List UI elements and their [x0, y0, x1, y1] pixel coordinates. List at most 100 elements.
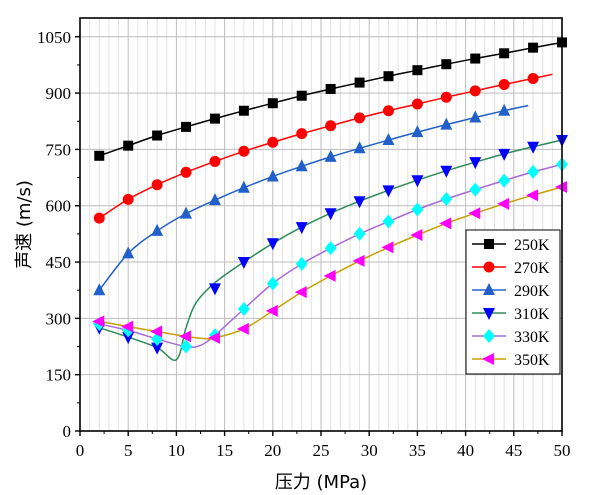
y-tick-label: 450	[46, 253, 72, 272]
data-point-310K	[122, 332, 135, 345]
data-point-270K	[440, 91, 452, 103]
x-tick-label: 40	[457, 441, 474, 460]
data-point-270K	[296, 128, 308, 140]
data-point-290K	[440, 117, 453, 130]
data-point-310K	[151, 342, 164, 355]
data-point-250K	[296, 90, 307, 101]
data-point-250K	[209, 113, 220, 124]
x-tick-label: 10	[168, 441, 185, 460]
data-point-350K	[352, 254, 365, 267]
x-tick-label: 25	[313, 441, 330, 460]
data-point-250K	[94, 150, 105, 161]
data-point-270K	[209, 155, 221, 167]
legend-label-290K: 290K	[514, 283, 550, 300]
data-point-290K	[498, 103, 511, 116]
tick-labels: 0 5 10 15 20 25 30 35 40 45 50 0 150 300 450 600 750 900 1…	[37, 28, 571, 460]
x-tick-label: 50	[554, 441, 571, 460]
x-tick-label: 5	[124, 441, 133, 460]
legend-marker-310K	[483, 308, 495, 320]
data-point-350K	[150, 325, 163, 338]
data-point-290K	[208, 193, 221, 206]
data-point-290K	[151, 223, 164, 236]
legend: 250K 270K 290K 310K 330K 350K	[465, 229, 561, 375]
legend-label-270K: 270K	[514, 260, 550, 277]
x-axis-title: 压力 (MPa)	[275, 472, 367, 493]
data-point-250K	[152, 130, 163, 141]
data-point-350K	[526, 189, 539, 202]
data-point-330K	[266, 276, 279, 291]
x-tick-label: 15	[216, 441, 233, 460]
data-point-310K	[237, 257, 250, 270]
data-point-250K	[181, 121, 192, 132]
x-tick-label: 30	[361, 441, 378, 460]
data-point-310K	[469, 157, 482, 170]
data-point-350K	[121, 320, 134, 333]
data-point-290K	[180, 206, 193, 219]
data-point-310K	[266, 238, 279, 251]
data-point-290K	[93, 283, 106, 296]
data-point-290K	[411, 125, 424, 138]
data-point-350K	[236, 322, 249, 335]
data-point-310K	[208, 283, 221, 296]
data-point-250K	[470, 53, 481, 64]
legend-marker-290K	[483, 283, 495, 295]
data-point-350K	[294, 286, 307, 299]
data-point-270K	[325, 120, 337, 132]
data-point-350K	[497, 197, 510, 210]
y-tick-label: 150	[46, 366, 72, 385]
data-point-270K	[469, 85, 481, 97]
data-point-330K	[411, 202, 424, 217]
data-point-270K	[382, 105, 394, 117]
data-point-250K	[383, 71, 394, 82]
legend-marker-350K	[482, 353, 494, 365]
data-point-270K	[354, 112, 366, 124]
x-tick-label: 20	[264, 441, 281, 460]
legend-label-250K: 250K	[514, 237, 550, 254]
data-point-270K	[180, 166, 192, 178]
data-point-310K	[353, 196, 366, 209]
y-tick-label: 300	[46, 309, 72, 328]
data-point-350K	[410, 229, 423, 242]
data-point-270K	[151, 179, 163, 191]
data-point-270K	[411, 98, 423, 110]
data-point-350K	[468, 207, 481, 220]
data-point-310K	[324, 208, 337, 221]
data-point-330K	[180, 339, 193, 354]
data-point-250K	[325, 83, 336, 94]
data-point-270K	[527, 72, 539, 84]
data-point-270K	[238, 145, 250, 157]
legend-label-350K: 350K	[514, 352, 550, 369]
data-point-330K	[527, 164, 540, 179]
legend-box	[465, 229, 561, 375]
data-point-330K	[382, 214, 395, 229]
data-point-270K	[498, 78, 510, 90]
data-point-350K	[92, 315, 105, 328]
data-point-330K	[237, 301, 250, 316]
data-point-330K	[498, 173, 511, 188]
legend-marker-250K	[484, 239, 494, 249]
y-tick-label: 900	[46, 84, 72, 103]
data-point-290K	[266, 169, 279, 182]
series-markers	[92, 37, 568, 355]
data-point-350K	[265, 304, 278, 317]
data-point-330K	[324, 241, 337, 256]
data-point-290K	[295, 159, 308, 172]
data-point-310K	[498, 148, 511, 161]
data-point-350K	[323, 269, 336, 282]
data-point-350K	[207, 331, 220, 344]
data-point-250K	[238, 105, 249, 116]
data-point-270K	[122, 193, 134, 205]
data-point-250K	[441, 59, 452, 70]
data-point-270K	[93, 212, 105, 224]
x-tick-label: 35	[409, 441, 426, 460]
data-point-250K	[412, 65, 423, 76]
data-point-310K	[527, 141, 540, 154]
data-point-350K	[179, 330, 192, 343]
y-tick-label: 750	[46, 140, 72, 159]
data-point-310K	[295, 222, 308, 235]
data-point-290K	[122, 246, 135, 259]
data-point-310K	[382, 185, 395, 198]
x-tick-label: 0	[76, 441, 85, 460]
legend-marker-270K	[483, 261, 495, 273]
y-tick-label: 600	[46, 197, 72, 216]
